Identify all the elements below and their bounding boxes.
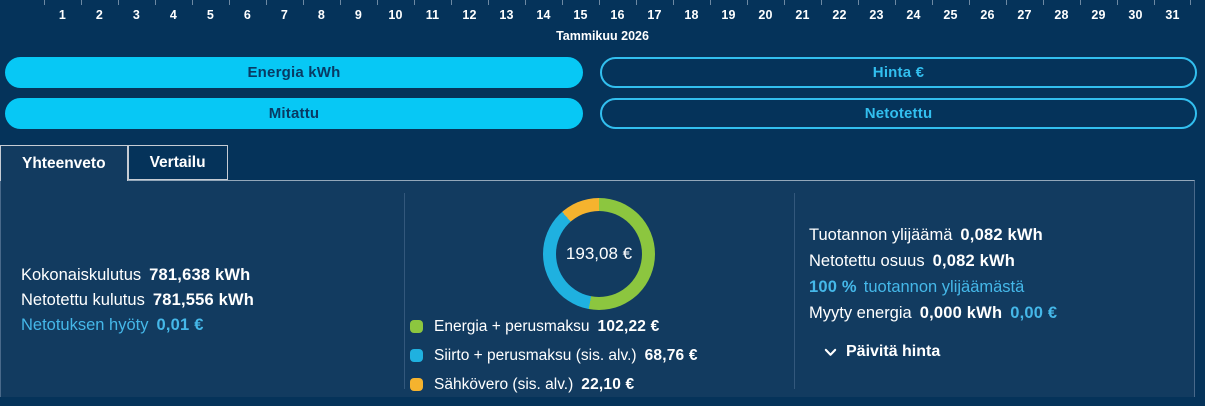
axis-day-4: 4 — [155, 0, 192, 24]
axis-day-23: 23 — [858, 0, 895, 24]
month-label: Tammikuu 2026 — [556, 29, 649, 43]
kokonaiskulutus-label: Kokonaiskulutus — [21, 266, 142, 284]
share-text: tuotannon ylijäämästä — [863, 277, 1025, 296]
axis-day-6: 6 — [229, 0, 266, 24]
share-row: 100 % tuotannon ylijäämästä — [809, 274, 1196, 300]
axis-day-17: 17 — [636, 0, 673, 24]
netotettu-osuus-value: 0,082 kWh — [932, 251, 1016, 270]
netotettu-kulutus-row: Netotettu kulutus 781,556 kWh — [21, 288, 404, 313]
netotuksen-hyoty-label: Netotuksen hyöty — [21, 316, 149, 334]
axis-day-21: 21 — [784, 0, 821, 24]
netotuksen-hyoty-row: Netotuksen hyöty 0,01 € — [21, 313, 404, 338]
axis-day-15: 15 — [562, 0, 599, 24]
myyty-row: Myyty energia 0,000 kWh 0,00 € — [809, 300, 1196, 326]
netotettu-kulutus-value: 781,556 kWh — [152, 291, 255, 309]
tab-vertailu[interactable]: Vertailu — [127, 145, 228, 180]
divider-2 — [794, 193, 795, 389]
energia-kwh-button[interactable]: Energia kWh — [5, 57, 583, 88]
legend-row-energia: Energia + perusmaksu 102,22 € — [410, 312, 698, 341]
axis-day-20: 20 — [747, 0, 784, 24]
legend-energia-value: 102,22 € — [597, 317, 660, 335]
axis-day-22: 22 — [821, 0, 858, 24]
axis-day-10: 10 — [377, 0, 414, 24]
myyty-label: Myyty energia — [809, 303, 912, 322]
axis-day-12: 12 — [451, 0, 488, 24]
axis-day-5: 5 — [192, 0, 229, 24]
myyty-eur-value: 0,00 € — [1010, 303, 1058, 322]
axis-day-11: 11 — [414, 0, 451, 24]
netotuksen-hyoty-value: 0,01 € — [156, 316, 204, 334]
consumption-summary: Kokonaiskulutus 781,638 kWh Netotettu ku… — [1, 181, 404, 397]
axis-day-18: 18 — [673, 0, 710, 24]
netotettu-osuus-row: Netotettu osuus 0,082 kWh — [809, 248, 1196, 274]
axis-day-28: 28 — [1043, 0, 1080, 24]
production-summary: Tuotannon ylijäämä 0,082 kWh Netotettu o… — [794, 181, 1196, 397]
donut-hole — [556, 211, 642, 297]
axis-day-31: 31 — [1154, 0, 1191, 24]
legend-row-sahkovero: Sähkövero (sis. alv.) 22,10 € — [410, 370, 698, 399]
axis-day-29: 29 — [1080, 0, 1117, 24]
summary-panel: Kokonaiskulutus 781,638 kWh Netotettu ku… — [0, 180, 1195, 397]
donut-total: 193,08 € — [565, 244, 633, 263]
axis-day-24: 24 — [895, 0, 932, 24]
cost-breakdown: 193,08 € Energia + perusmaksu 102,22 € S… — [404, 181, 794, 397]
netotettu-osuus-label: Netotettu osuus — [809, 251, 925, 270]
axis-day-2: 2 — [81, 0, 118, 24]
cost-donut-chart: 193,08 € — [543, 198, 655, 310]
share-pct: 100 % — [809, 277, 857, 296]
legend-sahkovero-value: 22,10 € — [581, 375, 635, 393]
paivita-hinta-label: Päivitä hinta — [846, 343, 941, 360]
tab-bar: Yhteenveto Vertailu — [0, 145, 228, 181]
axis-day-14: 14 — [525, 0, 562, 24]
energia-swatch-icon — [410, 320, 423, 333]
kokonaiskulutus-value: 781,638 kWh — [149, 266, 251, 284]
day-axis: 1 2 3 4 5 6 7 8 9 10 11 12 13 14 15 16 17 18 19 20 21 22 23 24 2… — [44, 0, 1191, 24]
legend-siirto-value: 68,76 € — [644, 346, 698, 364]
hinta-eur-button[interactable]: Hinta € — [600, 57, 1197, 88]
axis-day-13: 13 — [488, 0, 525, 24]
myyty-value: 0,000 kWh — [919, 303, 1003, 322]
ylijaama-label: Tuotannon ylijäämä — [809, 225, 953, 244]
axis-day-1: 1 — [44, 0, 81, 24]
legend-energia-label: Energia + perusmaksu — [434, 317, 590, 335]
sahkovero-swatch-icon — [410, 378, 423, 391]
chevron-down-icon — [823, 345, 838, 360]
netotettu-button[interactable]: Netotettu — [600, 98, 1197, 129]
legend-siirto-label: Siirto + perusmaksu (sis. alv.) — [434, 346, 637, 364]
axis-day-8: 8 — [303, 0, 340, 24]
axis-day-30: 30 — [1117, 0, 1154, 24]
divider-1 — [404, 193, 405, 389]
axis-day-26: 26 — [969, 0, 1006, 24]
axis-day-19: 19 — [710, 0, 747, 24]
axis-day-3: 3 — [118, 0, 155, 24]
mitattu-button[interactable]: Mitattu — [5, 98, 583, 129]
axis-day-27: 27 — [1006, 0, 1043, 24]
axis-day-16: 16 — [599, 0, 636, 24]
axis-day-7: 7 — [266, 0, 303, 24]
paivita-hinta-toggle[interactable]: Päivitä hinta — [823, 343, 1196, 361]
kokonaiskulutus-row: Kokonaiskulutus 781,638 kWh — [21, 263, 404, 288]
siirto-swatch-icon — [410, 349, 423, 362]
axis-day-9: 9 — [340, 0, 377, 24]
legend-sahkovero-label: Sähkövero (sis. alv.) — [434, 375, 574, 393]
legend-row-siirto: Siirto + perusmaksu (sis. alv.) 68,76 € — [410, 341, 698, 370]
netotettu-kulutus-label: Netotettu kulutus — [21, 291, 145, 309]
ylijaama-row: Tuotannon ylijäämä 0,082 kWh — [809, 222, 1196, 248]
axis-day-25: 25 — [932, 0, 969, 24]
ylijaama-value: 0,082 kWh — [960, 225, 1043, 244]
tab-yhteenveto[interactable]: Yhteenveto — [0, 145, 128, 181]
donut-legend: Energia + perusmaksu 102,22 € Siirto + p… — [410, 312, 698, 399]
